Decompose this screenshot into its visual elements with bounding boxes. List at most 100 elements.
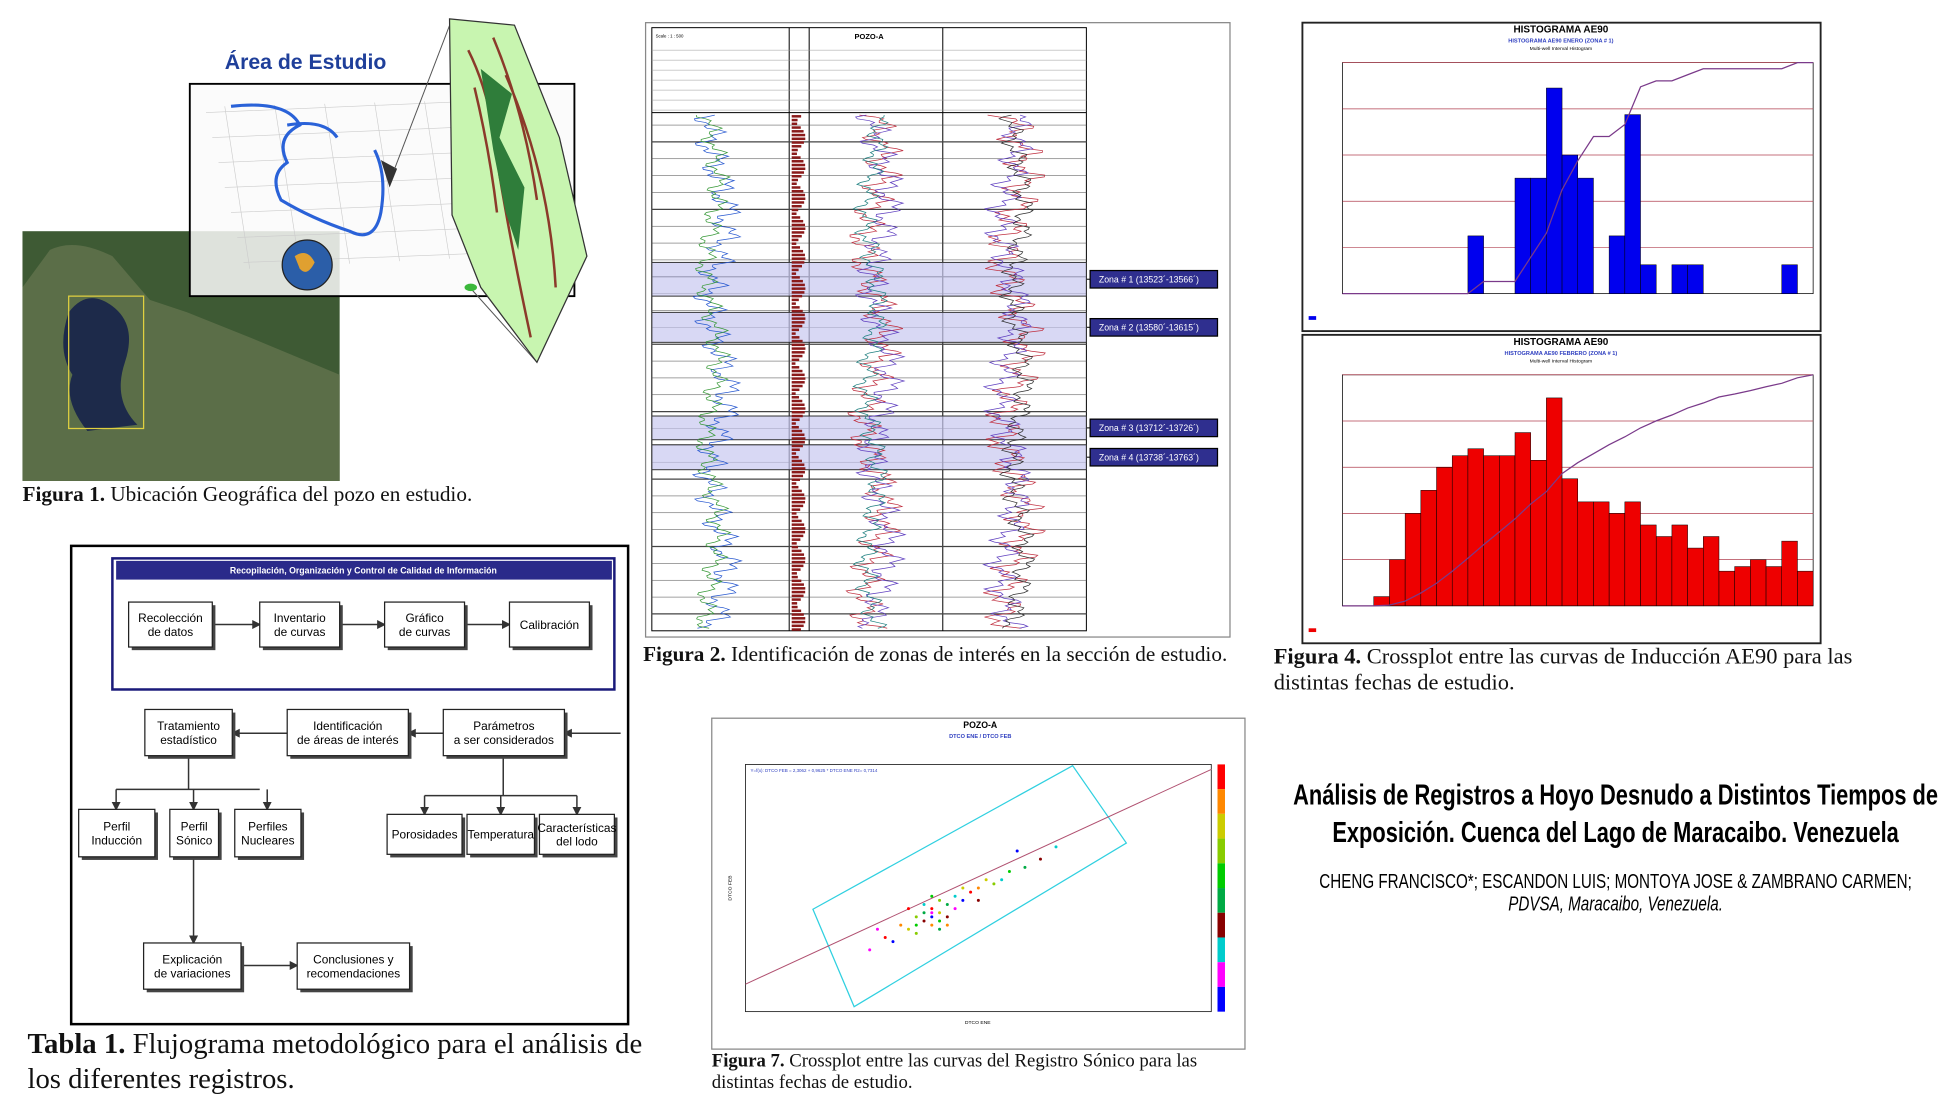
figure7-caption-box: Figura 7. Crossplot entre las curvas del… [711,1051,1198,1093]
flow-node-label: Tratamiento [157,719,220,733]
histogram-note: Multi-well Interval Histogram [1530,46,1593,52]
x-axis-label: DTCO ENE [965,1020,991,1026]
lith-mark [791,396,800,399]
lith-mark [791,500,805,504]
histogram-bar [1640,264,1657,294]
scatter-point [953,907,957,911]
lith-mark [791,339,803,343]
scatter-point [930,907,934,911]
histogram-bar [1514,177,1531,294]
figure1: Área de Estudio [22,18,588,481]
flow-node-label: de variaciones [154,966,231,980]
lith-mark [791,515,799,519]
lith-mark [791,328,800,332]
lith-mark [791,613,804,616]
lith-mark [791,512,797,515]
lith-mark [791,504,804,508]
caption-text: Flujograma metodológico para el análisis… [27,1027,643,1094]
callout-line [394,18,453,169]
figure1-caption-box: Figura 1. Ubicación Geográfica del pozo … [22,482,472,506]
scatter-point [984,878,988,882]
figure4-caption: Figura 4. Crossplot entre las curvas de … [1274,643,1898,695]
lith-mark [791,590,806,594]
lith-mark [791,306,800,309]
scatter-point [907,907,911,911]
scatter-point [938,919,942,923]
zone-label-box [1089,269,1219,289]
lith-mark [791,534,804,538]
basin-outline [230,103,385,237]
lith-mark [791,219,804,223]
lith-mark [791,560,806,564]
figure4: HISTOGRAMA AE90 HISTOGRAMA AE90 ENERO (ZO… [1301,21,1822,645]
lith-mark [791,118,798,122]
flow-node-label: Sónico [176,833,213,847]
histogram-bar [1467,448,1484,607]
table1-caption: Tabla 1. Flujograma metodológico para el… [27,1027,676,1096]
flow-node-label: estadístico [160,733,217,747]
globe-land [294,252,315,272]
scatter-point [992,882,996,886]
lith-mark [791,130,804,133]
flow-node-label: Características [537,821,616,835]
lith-mark [791,167,806,171]
lith-mark [791,575,798,579]
color-scale [1217,838,1225,864]
scatter-point [907,927,911,931]
lith-mark [791,366,800,369]
lith-mark [791,171,805,174]
scatter-point [938,911,942,915]
lith-mark [791,467,806,470]
histogram-bar [1734,566,1751,607]
histogram-bar [1781,264,1798,294]
lith-mark [791,261,805,264]
scatter-point [930,911,934,915]
caption-label: Figura 1. [22,482,106,506]
color-scale [1217,789,1225,814]
lith-mark [791,399,803,403]
scatter-point [875,927,879,931]
histogram-bar [1467,235,1484,294]
histogram-bar [1404,513,1422,607]
scatter-point [891,940,895,944]
flow-node [442,708,566,757]
scatter-point [883,935,887,939]
flow-node-label: Parámetros [473,719,534,733]
flow-node-label: del lodo [556,835,598,849]
scatter-point [1038,857,1042,861]
lith-mark [791,542,797,545]
scatter-point [922,903,926,907]
lith-mark [791,381,805,384]
lith-mark [791,182,797,186]
lith-mark [791,234,802,238]
lith-mark [791,384,803,388]
lith-mark [791,388,800,392]
lith-mark [791,583,804,586]
table1-header-bar [116,560,612,580]
flow-node-label: Perfiles [248,820,288,834]
lith-mark [791,283,805,287]
lith-mark [791,418,800,422]
cumulative-curve [1342,374,1814,607]
lith-mark [791,493,805,496]
flow-node-label: Temperatura [467,828,534,842]
lith-mark [791,564,804,568]
flow-node-label: Identificación [313,719,382,733]
caption-label: Figura 2. [643,642,726,666]
histogram-bar [1389,559,1406,607]
histogram-bar [1577,177,1594,294]
zone-label-box [1089,447,1219,467]
flow-node-label: Explicación [162,953,222,967]
flow-node [383,601,466,648]
table1-header: Recopilación, Organización y Control de … [230,565,497,575]
caption-text: Crossplot entre las curvas del Registro … [711,1051,1198,1093]
histogram-note: Multi-well Interval Histogram [1530,358,1593,364]
lith-mark [791,362,796,365]
lith-mark [791,317,806,320]
lith-mark [791,122,798,126]
color-scale [1217,764,1225,790]
flow-node [127,601,213,648]
crossplot-subtitle: DTCO ENE / DTCO FEB [949,734,1011,740]
lith-mark [791,530,806,534]
